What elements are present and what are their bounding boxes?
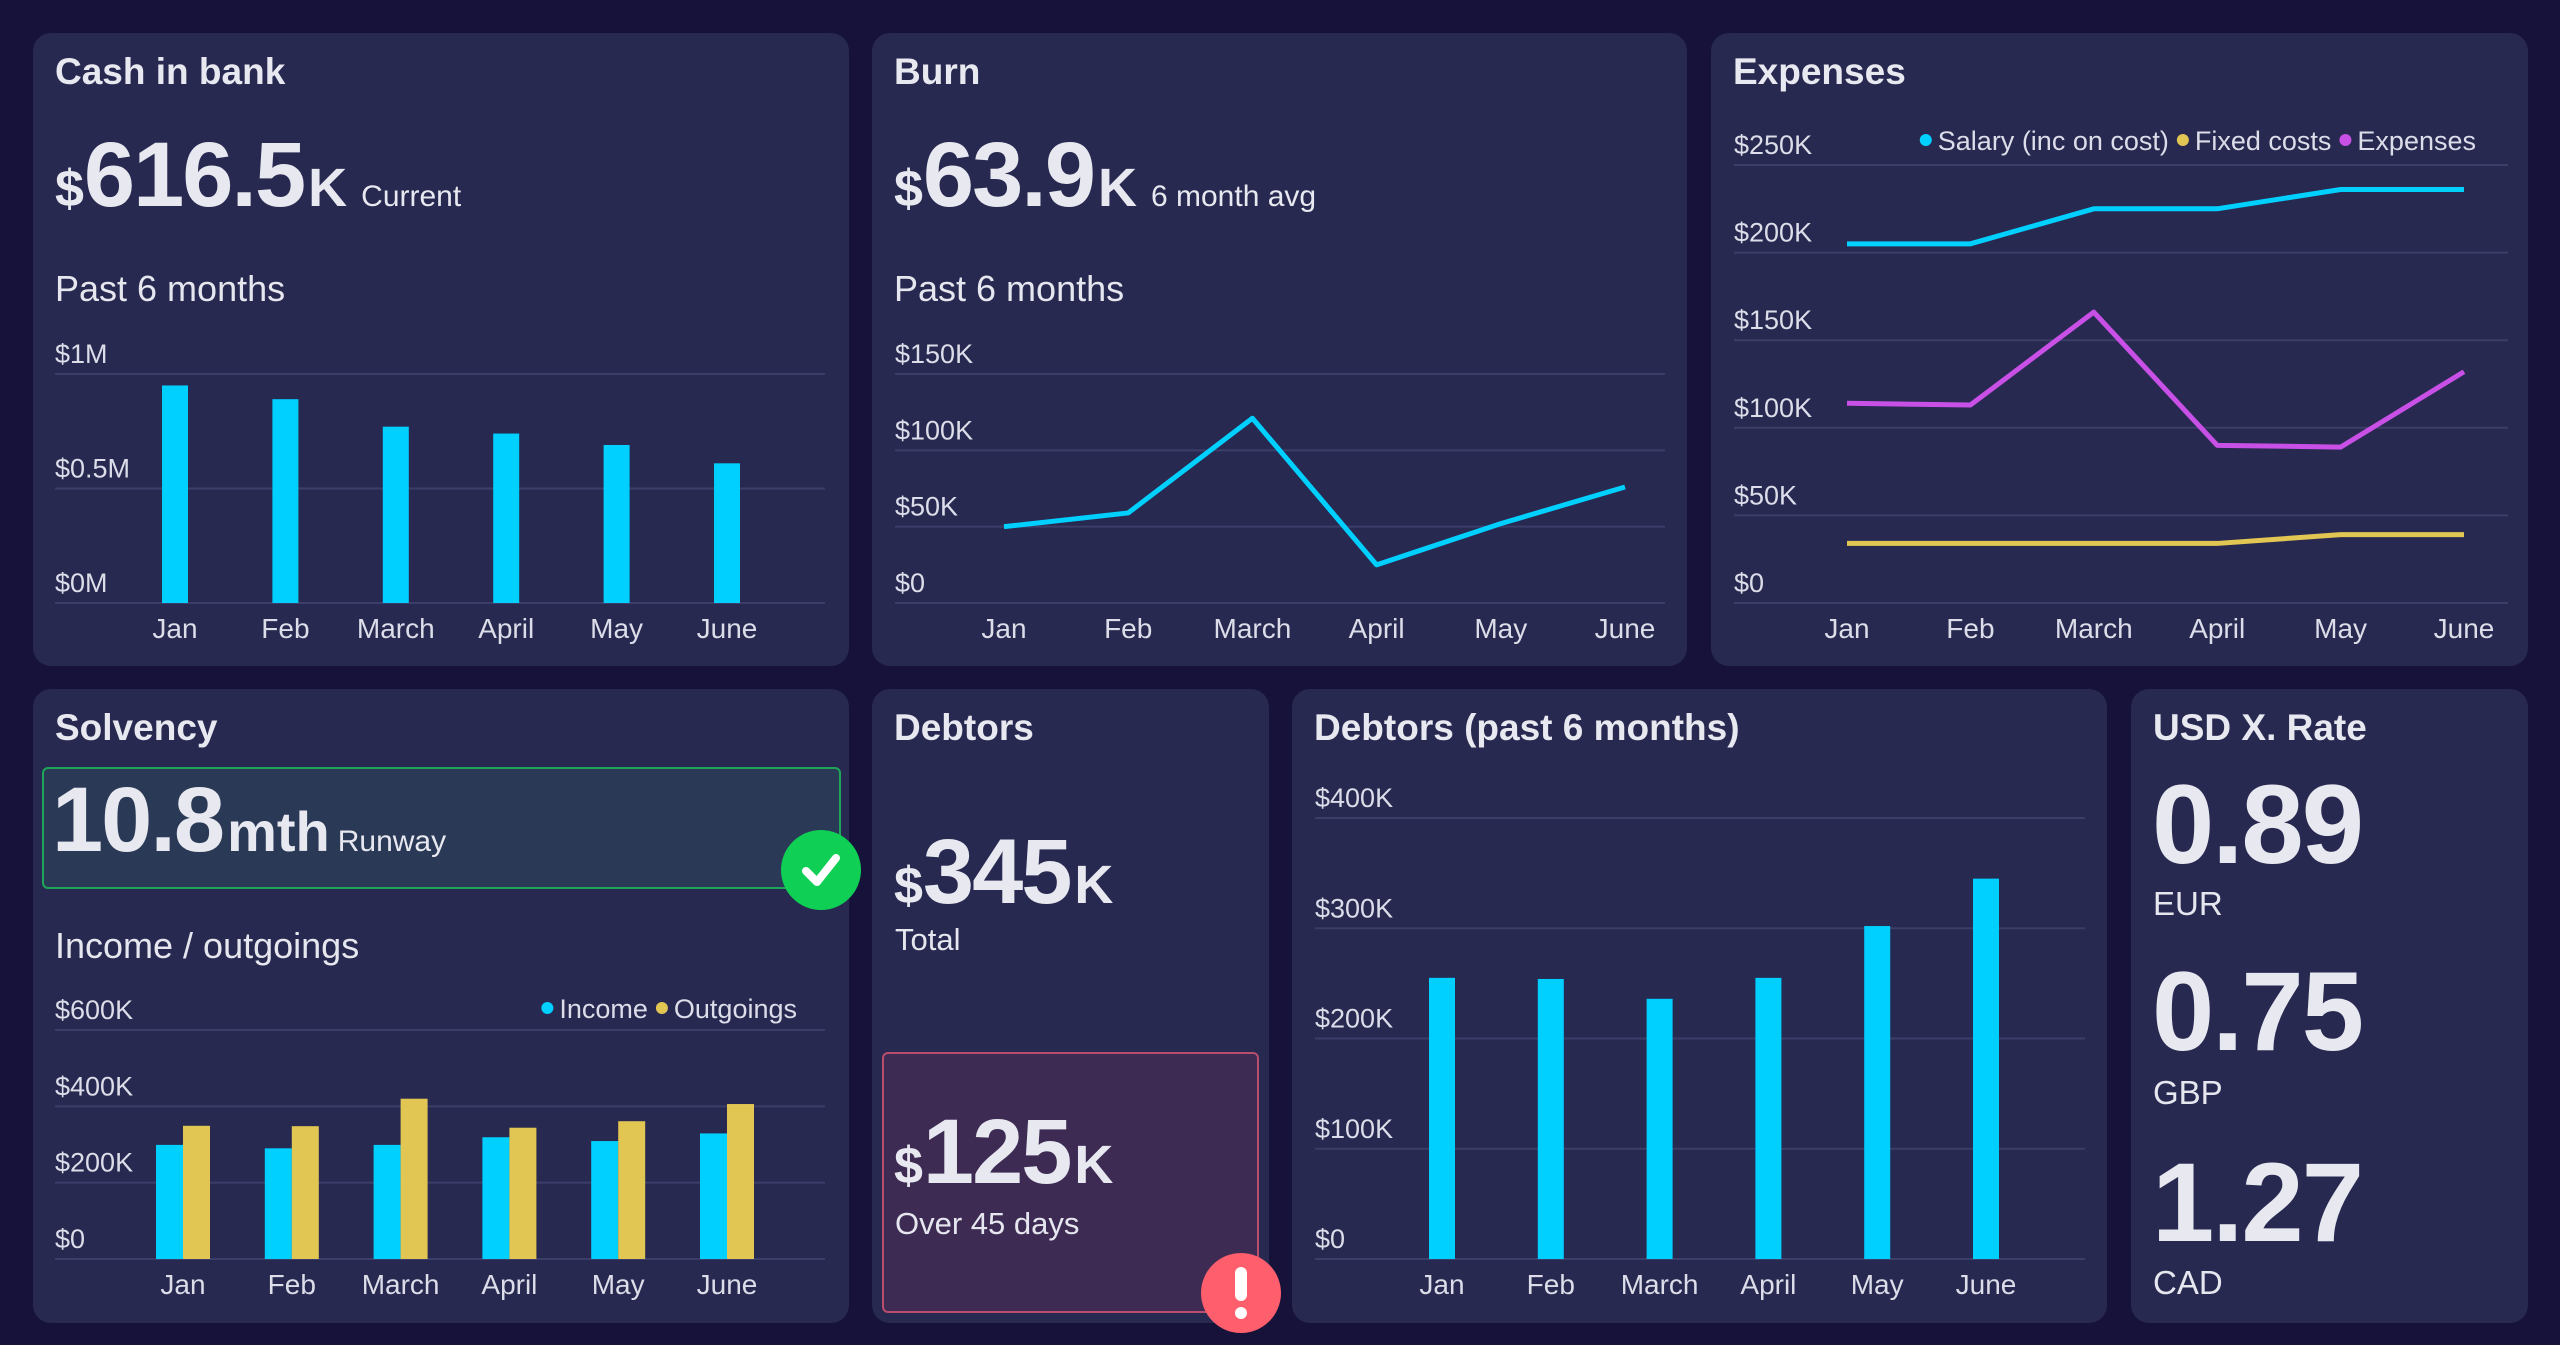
value-unit: K bbox=[1097, 158, 1137, 218]
burn-value: $63.9K 6 month avg bbox=[894, 123, 1316, 228]
value-number: 10.8 bbox=[52, 769, 225, 871]
overdue-box bbox=[882, 1052, 1259, 1313]
eur-rate-value: 0.89 bbox=[2152, 762, 2364, 887]
cash-in-bank-panel: Cash in bank $616.5K Current Past 6 month… bbox=[33, 33, 849, 666]
usd-rate-panel: USD X. Rate bbox=[2131, 689, 2528, 1323]
eur-rate-label: EUR bbox=[2153, 885, 2223, 922]
value-caption: 6 month avg bbox=[1150, 180, 1317, 213]
value-caption: Runway bbox=[337, 825, 447, 858]
expenses-panel: Expenses bbox=[1711, 33, 2528, 666]
cad-rate-value: 1.27 bbox=[2152, 1140, 2364, 1265]
value-unit: mth bbox=[227, 800, 330, 863]
panel-title: Burn bbox=[894, 51, 981, 92]
panel-title: Cash in bank bbox=[55, 51, 286, 92]
value-number: 63.9 bbox=[922, 124, 1096, 226]
burn-panel: Burn $63.9K 6 month avg Past 6 months bbox=[872, 33, 1687, 666]
currency-symbol: $ bbox=[55, 160, 84, 218]
runway-box bbox=[42, 767, 841, 889]
panel-title: Debtors bbox=[894, 707, 1034, 748]
exclamation-circle-icon bbox=[1201, 1253, 1281, 1333]
chart-subtitle: Income / outgoings bbox=[55, 925, 360, 966]
value-number: 125 bbox=[922, 1101, 1072, 1203]
cash-value: $616.5K Current bbox=[55, 123, 461, 228]
value-number: 616.5 bbox=[83, 124, 306, 226]
panel-title: Expenses bbox=[1733, 51, 1906, 92]
panel-title: USD X. Rate bbox=[2153, 707, 2367, 748]
cad-rate-label: CAD bbox=[2153, 1264, 2223, 1301]
check-circle-icon bbox=[781, 830, 861, 910]
debtors-total-value: $345K bbox=[894, 820, 1113, 925]
currency-symbol: $ bbox=[894, 160, 923, 218]
debtors-history-panel: Debtors (past 6 months) bbox=[1292, 689, 2107, 1323]
gbp-rate-value: 0.75 bbox=[2152, 949, 2364, 1074]
value-unit: K bbox=[1074, 855, 1114, 915]
value-unit: K bbox=[308, 158, 348, 218]
currency-symbol: $ bbox=[894, 1137, 923, 1195]
runway-value: 10.8mth Runway bbox=[52, 768, 446, 873]
chart-subtitle: Past 6 months bbox=[55, 268, 286, 309]
debtors-overdue-caption: Over 45 days bbox=[895, 1206, 1080, 1241]
value-number: 345 bbox=[922, 821, 1072, 923]
debtors-total-caption: Total bbox=[895, 922, 961, 957]
value-unit: K bbox=[1074, 1135, 1114, 1195]
debtors-overdue-value: $125K bbox=[894, 1100, 1113, 1205]
chart-subtitle: Past 6 months bbox=[894, 268, 1125, 309]
panel-title: Debtors (past 6 months) bbox=[1314, 707, 1740, 748]
value-caption: Current bbox=[361, 180, 462, 213]
panel-title: Solvency bbox=[55, 707, 218, 748]
currency-symbol: $ bbox=[894, 857, 923, 915]
gbp-rate-label: GBP bbox=[2153, 1074, 2223, 1111]
